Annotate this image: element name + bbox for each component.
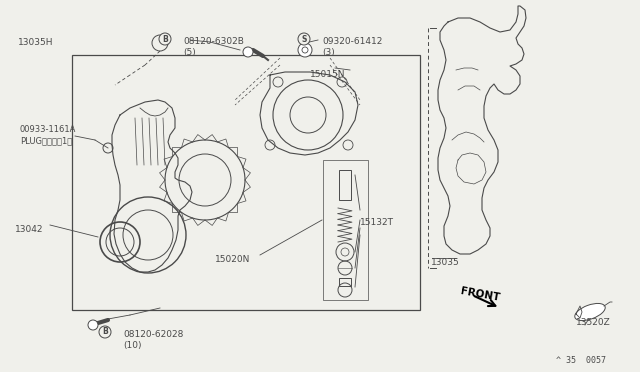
Text: B: B xyxy=(162,35,168,44)
Text: 15020N: 15020N xyxy=(215,255,250,264)
Text: 09320-61412: 09320-61412 xyxy=(322,37,382,46)
Circle shape xyxy=(243,47,253,57)
Text: B: B xyxy=(102,327,108,337)
Text: (10): (10) xyxy=(123,341,141,350)
Text: FRONT: FRONT xyxy=(460,286,501,304)
Text: 08120-6302B: 08120-6302B xyxy=(183,37,244,46)
Text: PLUGプラグ（1）: PLUGプラグ（1） xyxy=(20,136,72,145)
Text: 08120-62028: 08120-62028 xyxy=(123,330,184,339)
Text: 13035: 13035 xyxy=(431,258,460,267)
Text: (3): (3) xyxy=(322,48,335,57)
Circle shape xyxy=(88,320,98,330)
Circle shape xyxy=(298,33,310,45)
Text: 15015N: 15015N xyxy=(310,70,346,79)
Bar xyxy=(323,160,368,300)
Text: 13520Z: 13520Z xyxy=(576,318,611,327)
Text: ^ 35  0057: ^ 35 0057 xyxy=(556,356,606,365)
Text: 15132T: 15132T xyxy=(360,218,394,227)
Circle shape xyxy=(298,43,312,57)
Text: 13042: 13042 xyxy=(15,225,44,234)
Circle shape xyxy=(159,33,171,45)
Bar xyxy=(72,55,420,310)
Bar xyxy=(339,170,351,200)
Text: S: S xyxy=(301,35,307,44)
Bar xyxy=(339,278,351,286)
Ellipse shape xyxy=(575,304,605,321)
Circle shape xyxy=(99,326,111,338)
Text: 00933-1161A: 00933-1161A xyxy=(20,125,76,134)
Text: 13035H: 13035H xyxy=(18,38,54,47)
Text: (5): (5) xyxy=(183,48,196,57)
